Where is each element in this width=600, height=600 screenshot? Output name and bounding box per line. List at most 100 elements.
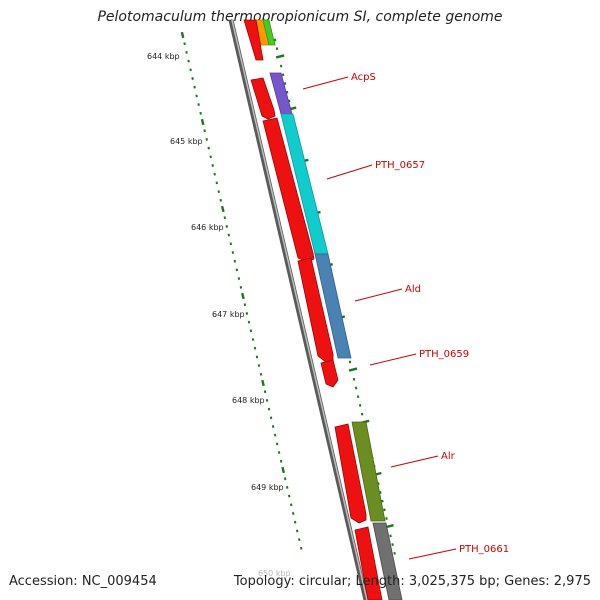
gene-label-pth0657[interactable]: PTH_0657 xyxy=(375,160,425,171)
outer-scale-tick xyxy=(348,360,352,364)
inner-scale-tick xyxy=(275,442,279,446)
inner-scale-tick xyxy=(287,494,291,498)
gene-label-lines xyxy=(302,76,457,560)
outer-scale-tick xyxy=(391,543,394,547)
cds-arrow[interactable] xyxy=(243,19,264,61)
inner-scale-tick xyxy=(257,364,261,368)
outer-scale-tick xyxy=(275,54,285,59)
outer-scale-tick xyxy=(381,499,384,503)
inner-scale-tick xyxy=(183,42,186,46)
outer-scale-tick xyxy=(379,490,382,494)
gene-track-outer xyxy=(255,19,403,600)
scale-label: 644 kbp xyxy=(147,52,180,61)
scale-label: 650 kbp xyxy=(258,569,291,578)
inner-scale-tick xyxy=(249,329,253,333)
inner-scale-tick xyxy=(187,59,190,63)
leader-line-acps xyxy=(302,76,349,90)
outer-scale-tick xyxy=(283,82,287,85)
leader-line-pth0661 xyxy=(408,548,457,560)
inner-scale-tick xyxy=(273,433,277,437)
cds-arrow[interactable] xyxy=(354,526,383,600)
outer-scale-tick xyxy=(273,38,277,42)
inner-scale-tick xyxy=(185,50,188,54)
inner-scale-tick xyxy=(255,355,259,359)
outer-scale-tick xyxy=(389,534,392,538)
leader-line-alr xyxy=(390,455,439,468)
inner-scale-tick xyxy=(189,68,192,72)
inner-scale-tick xyxy=(203,129,206,133)
inner-scale-tick xyxy=(199,111,202,115)
inner-scale-tick xyxy=(215,181,218,185)
inner-scale-tick xyxy=(237,277,241,281)
inner-scale-tick xyxy=(217,190,220,194)
outer-scale-tick xyxy=(385,517,388,520)
inner-scale-tick xyxy=(213,172,216,176)
inner-scale-tick xyxy=(263,390,267,394)
inner-scale-tick xyxy=(205,137,208,141)
inner-scale-tick xyxy=(289,503,293,507)
backbone xyxy=(228,19,369,600)
inner-scale-tick xyxy=(227,233,231,237)
inner-scale-tick xyxy=(269,416,273,420)
gene-label-pth0659[interactable]: PTH_0659 xyxy=(419,349,469,360)
gene-label-ald[interactable]: Ald xyxy=(405,284,421,295)
leader-line-pth0659 xyxy=(369,353,417,366)
inner-scale-tick xyxy=(283,477,287,481)
inner-scale-tick xyxy=(279,459,283,463)
inner-scale-tick xyxy=(285,485,289,489)
cds-arrow[interactable] xyxy=(250,77,276,120)
outer-scale-tick xyxy=(279,64,283,68)
outer-scale-tick xyxy=(356,395,360,399)
cds-arrow[interactable] xyxy=(262,117,315,263)
inner-scale-tick xyxy=(300,546,303,550)
outer-scale-tick xyxy=(358,403,362,407)
leader-line-ald xyxy=(354,288,403,302)
gene-label-acps[interactable]: AcpS xyxy=(351,72,376,83)
inner-scale-tick xyxy=(220,205,225,213)
inner-scale-tick xyxy=(191,77,194,80)
gene-block-alr[interactable] xyxy=(351,421,386,522)
backbone-highlight xyxy=(231,19,368,600)
inner-scale-tick xyxy=(209,155,212,159)
gene-label-pth0661[interactable]: PTH_0661 xyxy=(459,544,509,555)
outer-scale-tick xyxy=(354,386,358,390)
outer-scale-tick xyxy=(377,482,380,486)
scale-labels: 644 kbp 645 kbp 646 kbp 647 kbp 648 kbp … xyxy=(147,52,291,578)
outer-scale-tick xyxy=(285,90,289,94)
outer-scale-tick xyxy=(348,367,358,372)
outer-scale-tick xyxy=(360,412,364,416)
outer-scale-tick xyxy=(281,73,285,77)
gene-label-alr[interactable]: Alr xyxy=(441,451,456,462)
inner-scale-tick xyxy=(271,425,275,428)
scale-label: 647 kbp xyxy=(212,310,245,319)
inner-scale-tick xyxy=(281,466,285,474)
inner-scale-tick xyxy=(219,198,222,202)
inner-scale-tick xyxy=(195,94,198,98)
inner-scale-tick xyxy=(229,242,233,246)
inner-scale-tick xyxy=(298,538,301,542)
inner-scale-tick xyxy=(207,146,210,150)
inner-scale-tick xyxy=(265,398,269,402)
scale-label: 649 kbp xyxy=(251,483,284,492)
inner-scale-tick xyxy=(231,251,235,254)
accession-text: Accession: NC_009454 xyxy=(9,574,157,589)
cds-arrow[interactable] xyxy=(334,423,367,524)
inner-scale-tick xyxy=(245,311,249,315)
backbone-line xyxy=(228,19,369,600)
outer-scale-tick xyxy=(393,551,396,555)
inner-scale-tick xyxy=(193,85,196,89)
inner-scale-tick xyxy=(241,292,245,300)
gene-block-ald[interactable] xyxy=(314,253,352,359)
gene-block-pth0661[interactable] xyxy=(372,522,403,600)
outer-scale-tick xyxy=(383,508,386,512)
scale-label: 645 kbp xyxy=(170,137,203,146)
gene-labels: AcpS PTH_0657 Ald PTH_0659 Alr PTH_0661 xyxy=(351,72,509,555)
inner-scale-tick xyxy=(293,520,297,524)
outer-scale-tick xyxy=(275,47,279,51)
inner-scale-tick xyxy=(251,338,255,341)
scale-label: 646 kbp xyxy=(191,223,224,232)
inner-scale-tick xyxy=(180,31,185,39)
cds-arrow[interactable] xyxy=(320,359,339,388)
inner-scale-tick xyxy=(295,529,299,533)
scale-label: 648 kbp xyxy=(232,396,265,405)
